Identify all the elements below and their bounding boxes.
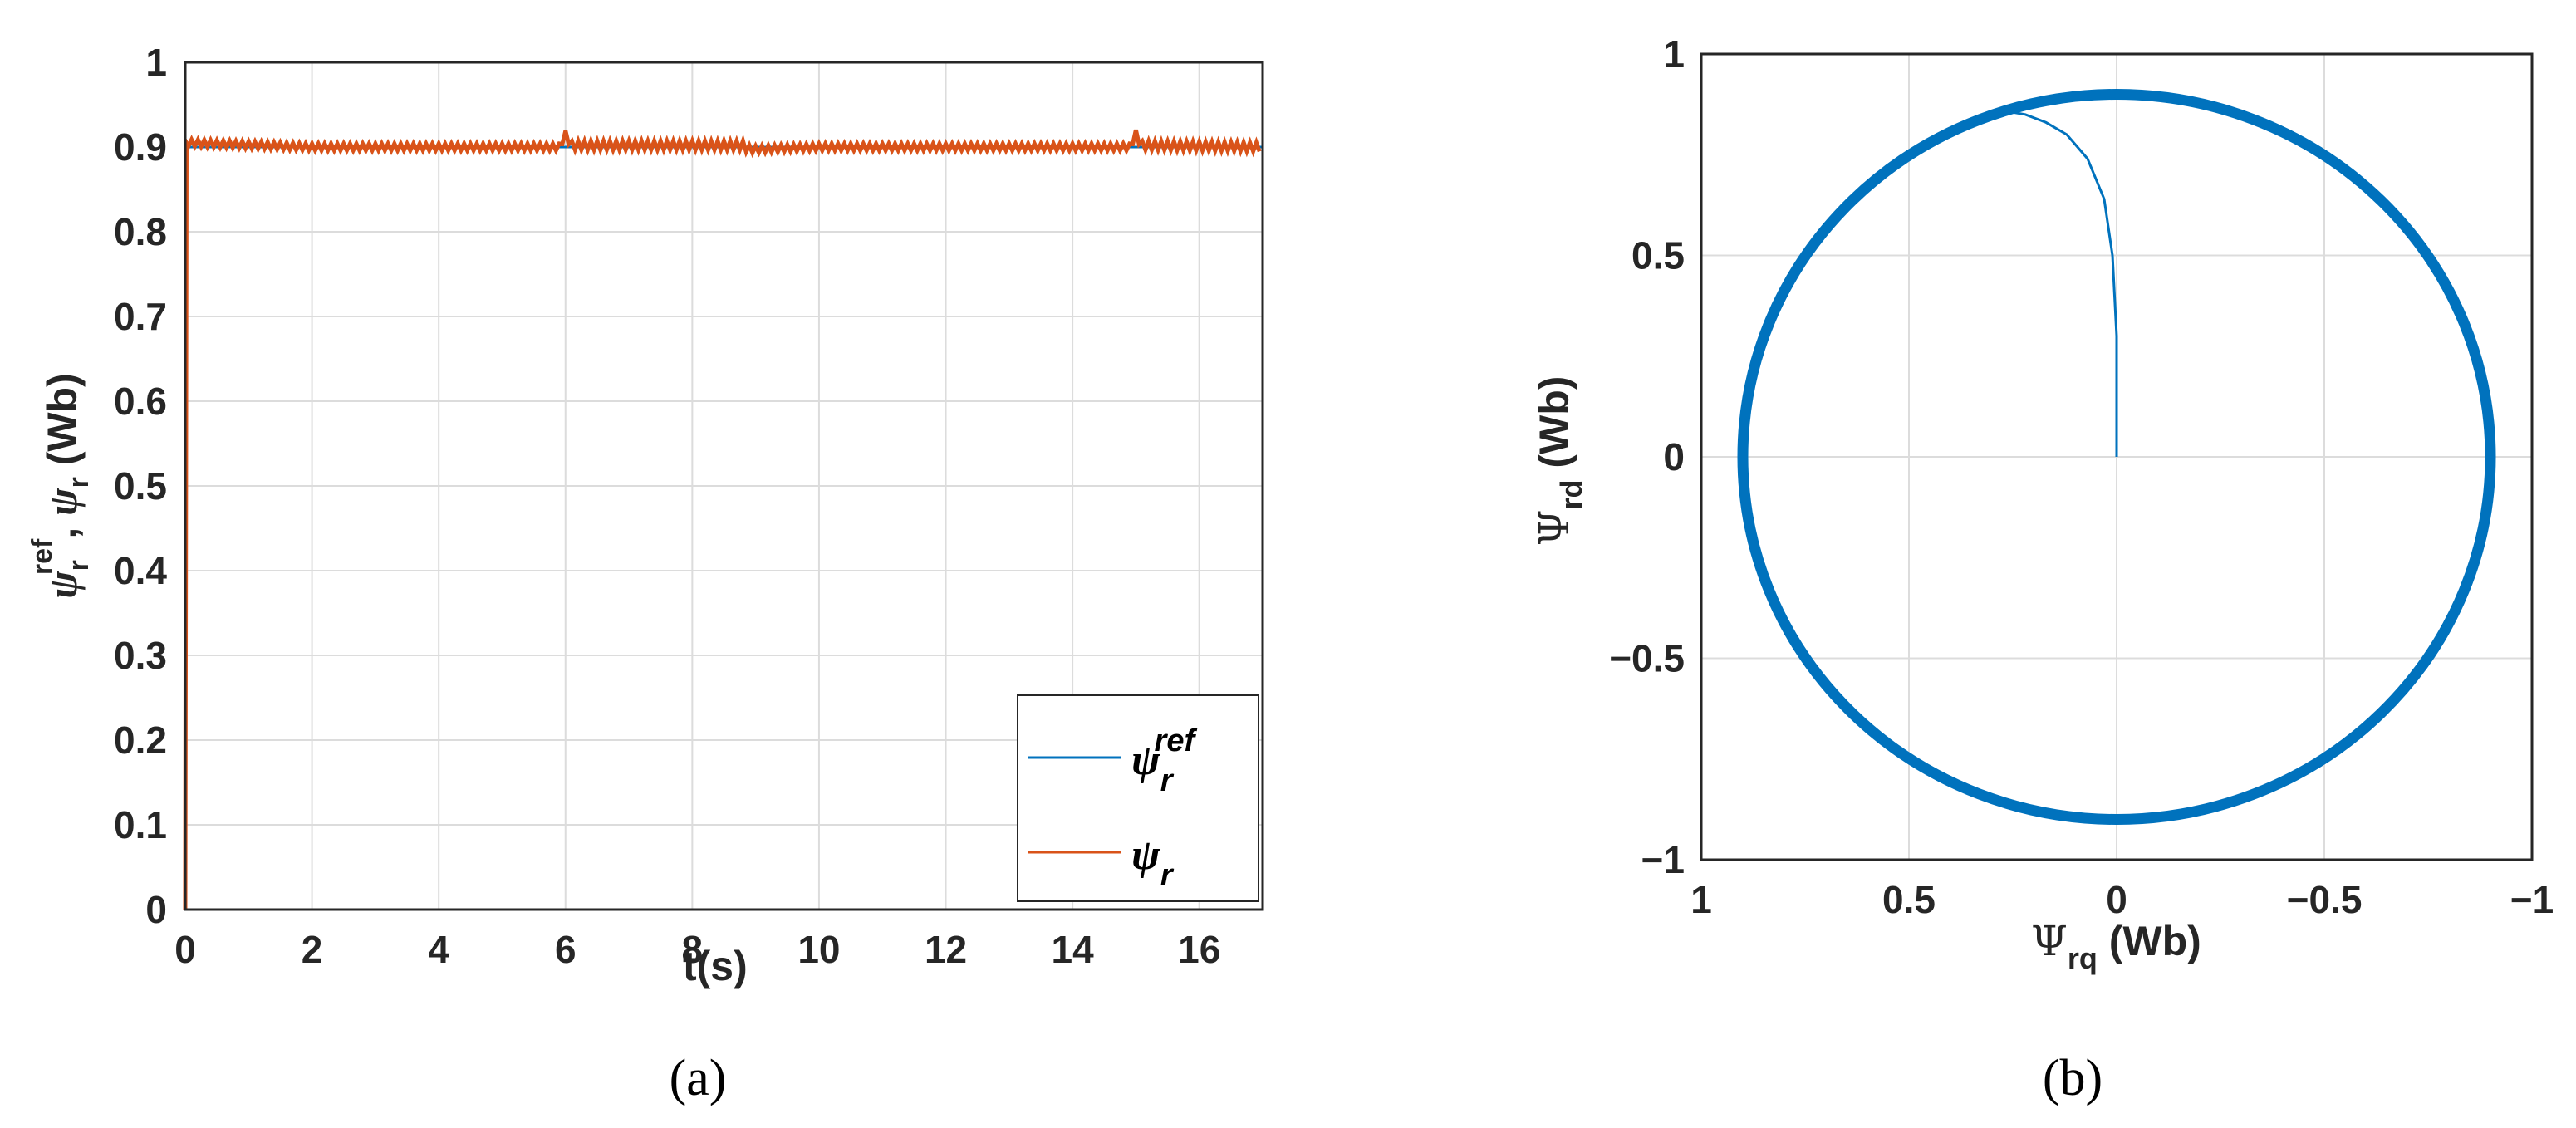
x-tick-label: 6 — [555, 928, 577, 971]
y-tick-label: 0.2 — [114, 718, 167, 762]
panel-b-y-axis-label: Ψrd (Wb) — [1530, 376, 1588, 547]
x-tick-label: 8 — [682, 928, 704, 971]
y-tick-label: 0 — [145, 888, 167, 931]
x-tick-label: 16 — [1178, 928, 1220, 971]
x-tick-label: −0.5 — [2287, 878, 2363, 921]
x-tick-label: 10 — [797, 928, 840, 971]
y-tick-label: 0.6 — [114, 380, 167, 423]
panel-a-caption: (a) — [670, 1050, 727, 1106]
x-tick-label: 12 — [925, 928, 967, 971]
y-tick-label: −1 — [1641, 838, 1685, 881]
panel-b-caption: (b) — [2043, 1050, 2103, 1106]
y-tick-label: 0.8 — [114, 210, 167, 253]
legend-label-psi-r: ψr — [1131, 831, 1175, 893]
flux-circle-trajectory — [1737, 89, 2496, 825]
panel-a-plot-frame — [184, 61, 1264, 911]
y-tick-label: 0.1 — [114, 803, 167, 846]
panel-a-grid — [184, 61, 1263, 910]
y-tick-label: 1 — [1663, 32, 1685, 76]
x-tick-label: 2 — [302, 928, 323, 971]
x-tick-label: 1 — [1690, 878, 1712, 921]
panel-a-legend: ψrref ψr — [1017, 694, 1259, 902]
panel-a-y-axis-label: ψrref, ψr (Wb) — [27, 373, 95, 598]
flux-transient-trajectory — [1999, 110, 2118, 457]
panel-b-tick-labels: 1 0.5 0 −0.5 −110.50−0.5−1 — [1609, 32, 2554, 921]
x-tick-label: 14 — [1052, 928, 1095, 971]
panel-b: 1 0.5 0 −0.5 −110.50−0.5−1 Ψrd (Wb) Ψrq (Wb)… — [1530, 32, 2554, 1106]
panel-b-plot-frame — [1700, 52, 2534, 861]
y-tick-label: 1 — [145, 41, 167, 84]
y-tick-label: 0.5 — [1631, 234, 1685, 277]
x-tick-label: 0 — [2106, 878, 2127, 921]
panel-b-x-axis-label: Ψrq (Wb) — [2031, 917, 2201, 975]
panel-a-tick-labels: 0 2 4 6 8 10 12 14 16 0 0.1 0.2 0.3 0.4 0.5 0.6 0.7 0.8 0.… — [114, 41, 1220, 971]
series-psi-r — [183, 129, 1262, 910]
y-tick-label: 0.3 — [114, 634, 167, 677]
panel-a-x-axis-label: t(s) — [683, 943, 748, 989]
y-tick-label: 0.4 — [114, 549, 167, 592]
y-tick-label: 0.9 — [114, 125, 167, 169]
legend-label-psi-r-ref: ψrref — [1131, 723, 1197, 798]
x-tick-label: 4 — [428, 928, 449, 971]
y-tick-label: 0 — [1663, 435, 1685, 478]
y-tick-label: −0.5 — [1609, 637, 1685, 680]
panel-a: 0 2 4 6 8 10 12 14 16 0 0.1 0.2 0.3 0.4 0.5 0.6 0.7 0.8 0.… — [27, 41, 1264, 1106]
x-tick-label: −1 — [2510, 878, 2554, 921]
x-tick-label: 0.5 — [1882, 878, 1936, 921]
x-tick-label: 0 — [174, 928, 196, 971]
legend-box — [1017, 694, 1259, 902]
panel-b-series — [1737, 89, 2496, 825]
y-tick-label: 0.7 — [114, 295, 167, 338]
y-tick-label: 0.5 — [114, 464, 167, 508]
